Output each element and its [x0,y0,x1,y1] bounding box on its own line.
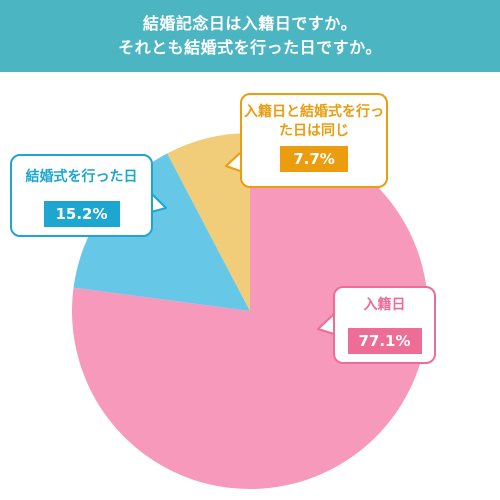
callout-same-day: 入籍日と結婚式を行った日は同じ 7.7% [240,93,388,188]
callout-tail-same-day [225,152,241,172]
slice-label-same-day: 入籍日と結婚式を行った日は同じ [244,104,384,139]
slice-label-marriage-registration-day: 入籍日 [363,297,406,313]
chart-title-line-2: それとも結婚式を行った日ですか。 [118,38,382,57]
chart-title-line-1: 結婚記念日は入籍日ですか。 [142,14,358,33]
chart-title-banner: 結婚記念日は入籍日ですか。 それとも結婚式を行った日ですか。 [0,0,500,72]
callout-tail-wedding-ceremony-day [150,192,167,213]
slice-value-same-day: 7.7% [280,146,348,172]
slice-label-wedding-ceremony-day: 結婚式を行った日 [25,169,138,185]
slice-value-wedding-ceremony-day: 15.2% [43,201,120,227]
callout-marriage-registration-day: 入籍日 77.1% [333,286,436,364]
callout-wedding-ceremony-day: 結婚式を行った日 15.2% [10,154,153,237]
pie-slice-marriage-registration-day [72,133,429,489]
callout-tail-marriage-registration-day [317,313,335,335]
slice-value-marriage-registration-day: 77.1% [347,328,422,354]
pie-slice-same-day [167,133,250,311]
